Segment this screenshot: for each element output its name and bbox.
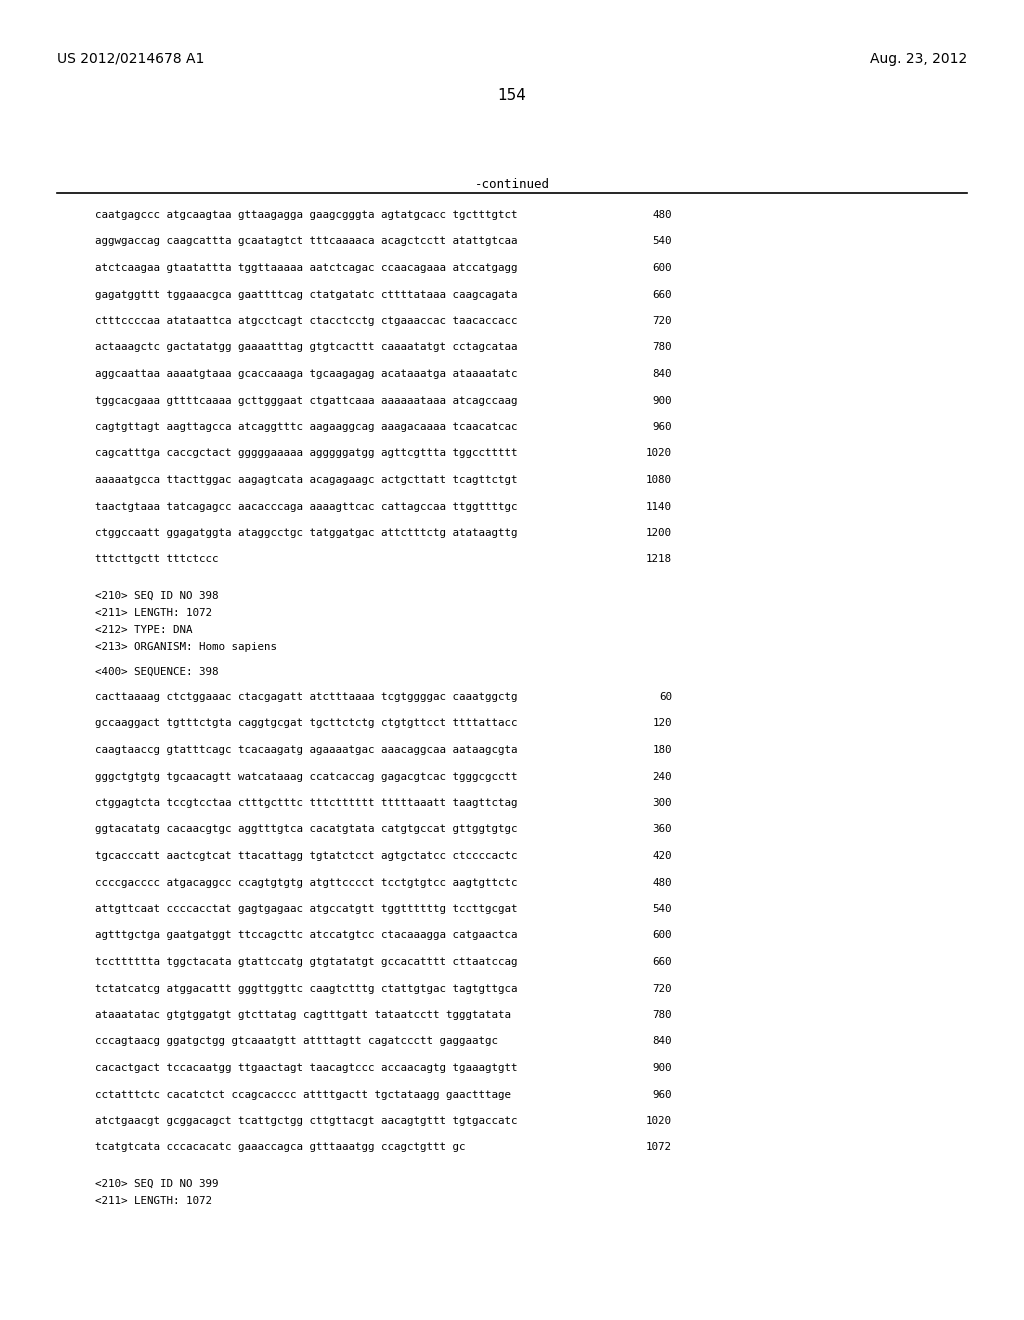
Text: 1200: 1200 xyxy=(646,528,672,539)
Text: Aug. 23, 2012: Aug. 23, 2012 xyxy=(869,51,967,66)
Text: 780: 780 xyxy=(652,1010,672,1020)
Text: 840: 840 xyxy=(652,370,672,379)
Text: cccagtaacg ggatgctgg gtcaaatgtt attttagtt cagatccctt gaggaatgc: cccagtaacg ggatgctgg gtcaaatgtt attttagt… xyxy=(95,1036,498,1047)
Text: gagatggttt tggaaacgca gaattttcag ctatgatatc cttttataaа caagcagata: gagatggttt tggaaacgca gaattttcag ctatgat… xyxy=(95,289,517,300)
Text: 900: 900 xyxy=(652,1063,672,1073)
Text: taactgtaaa tatcagagcc aacacccaga aaaagttcac cattagccaa ttggttttgc: taactgtaaa tatcagagcc aacacccaga aaaagtt… xyxy=(95,502,517,511)
Text: cagtgttagt aagttagcca atcaggtttc aagaaggcag aaagacaaaa tcaacatcac: cagtgttagt aagttagcca atcaggtttc aagaagg… xyxy=(95,422,517,432)
Text: caatgagccc atgcaagtaa gttaagagga gaagcgggta agtatgcacc tgctttgtct: caatgagccc atgcaagtaa gttaagagga gaagcgg… xyxy=(95,210,517,220)
Text: 540: 540 xyxy=(652,904,672,913)
Text: 660: 660 xyxy=(652,957,672,968)
Text: <211> LENGTH: 1072: <211> LENGTH: 1072 xyxy=(95,1196,212,1206)
Text: caagtaaccg gtatttcagc tcacaagatg agaaaatgac aaacaggcaa aataagcgta: caagtaaccg gtatttcagc tcacaagatg agaaaat… xyxy=(95,744,517,755)
Text: 420: 420 xyxy=(652,851,672,861)
Text: <213> ORGANISM: Homo sapiens: <213> ORGANISM: Homo sapiens xyxy=(95,642,278,652)
Text: cacttaaaag ctctggaaac ctacgagatt atctttaaaa tcgtggggac caaatggctg: cacttaaaag ctctggaaac ctacgagatt atcttta… xyxy=(95,692,517,702)
Text: aaaaatgcca ttacttggac aagagtcata acagagaagc actgcttatt tcagttctgt: aaaaatgcca ttacttggac aagagtcata acagaga… xyxy=(95,475,517,484)
Text: 180: 180 xyxy=(652,744,672,755)
Text: 900: 900 xyxy=(652,396,672,405)
Text: actaaagctc gactatatgg gaaaatttag gtgtcacttt caaaatatgt cctagcataa: actaaagctc gactatatgg gaaaatttag gtgtcac… xyxy=(95,342,517,352)
Text: cctatttctc cacatctct ccagcacccc attttgactt tgctataagg gaactttage: cctatttctc cacatctct ccagcacccc attttgac… xyxy=(95,1089,511,1100)
Text: 480: 480 xyxy=(652,878,672,887)
Text: 1020: 1020 xyxy=(646,1115,672,1126)
Text: tgcacccatt aactcgtcat ttacattagg tgtatctcct agtgctatcc ctccccactc: tgcacccatt aactcgtcat ttacattagg tgtatct… xyxy=(95,851,517,861)
Text: ggtacatatg cacaacgtgc aggtttgtca cacatgtata catgtgccat gttggtgtgc: ggtacatatg cacaacgtgc aggtttgtca cacatgt… xyxy=(95,825,517,834)
Text: attgttcaat ccccacctat gagtgagaac atgccatgtt tggttttttg tccttgcgat: attgttcaat ccccacctat gagtgagaac atgccat… xyxy=(95,904,517,913)
Text: 600: 600 xyxy=(652,263,672,273)
Text: 720: 720 xyxy=(652,315,672,326)
Text: 960: 960 xyxy=(652,1089,672,1100)
Text: 720: 720 xyxy=(652,983,672,994)
Text: tttcttgctt tttctccc: tttcttgctt tttctccc xyxy=(95,554,218,565)
Text: <400> SEQUENCE: 398: <400> SEQUENCE: 398 xyxy=(95,667,218,677)
Text: 840: 840 xyxy=(652,1036,672,1047)
Text: 660: 660 xyxy=(652,289,672,300)
Text: 480: 480 xyxy=(652,210,672,220)
Text: <210> SEQ ID NO 398: <210> SEQ ID NO 398 xyxy=(95,591,218,601)
Text: 960: 960 xyxy=(652,422,672,432)
Text: 1072: 1072 xyxy=(646,1143,672,1152)
Text: atctgaacgt gcggacagct tcattgctgg cttgttacgt aacagtgttt tgtgaccatc: atctgaacgt gcggacagct tcattgctgg cttgtta… xyxy=(95,1115,517,1126)
Text: ctttccccaa atataattca atgcctcagt ctacctcctg ctgaaaccac taacaccacc: ctttccccaa atataattca atgcctcagt ctacctc… xyxy=(95,315,517,326)
Text: 780: 780 xyxy=(652,342,672,352)
Text: -continued: -continued xyxy=(474,178,550,191)
Text: 1140: 1140 xyxy=(646,502,672,511)
Text: tcatgtcata cccacacatc gaaaccagca gtttaaatgg ccagctgttt gc: tcatgtcata cccacacatc gaaaccagca gtttaaa… xyxy=(95,1143,466,1152)
Text: gggctgtgtg tgcaacagtt watcataaag ccatcaccag gagacgtcac tgggcgcctt: gggctgtgtg tgcaacagtt watcataaag ccatcac… xyxy=(95,771,517,781)
Text: atctcaagaa gtaatattta tggttaaaaa aatctcagac ccaacagaaa atccatgagg: atctcaagaa gtaatattta tggttaaaaa aatctca… xyxy=(95,263,517,273)
Text: gccaaggact tgtttctgta caggtgcgat tgcttctctg ctgtgttcct ttttattacc: gccaaggact tgtttctgta caggtgcgat tgcttct… xyxy=(95,718,517,729)
Text: cagcatttga caccgctact gggggaaaaa agggggatgg agttcgttta tggccttttt: cagcatttga caccgctact gggggaaaaa aggggga… xyxy=(95,449,517,458)
Text: 540: 540 xyxy=(652,236,672,247)
Text: 240: 240 xyxy=(652,771,672,781)
Text: tggcacgaaa gttttcaaaa gcttgggaat ctgattcaaa aaaaaataaa atcagccaag: tggcacgaaa gttttcaaaa gcttgggaat ctgattc… xyxy=(95,396,517,405)
Text: ctggccaatt ggagatggta ataggcctgc tatggatgac attctttctg atataagttg: ctggccaatt ggagatggta ataggcctgc tatggat… xyxy=(95,528,517,539)
Text: cacactgact tccacaatgg ttgaactagt taacagtccc accaacagtg tgaaagtgtt: cacactgact tccacaatgg ttgaactagt taacagt… xyxy=(95,1063,517,1073)
Text: agtttgctga gaatgatggt ttccagcttc atccatgtcc ctacaaagga catgaactca: agtttgctga gaatgatggt ttccagcttc atccatg… xyxy=(95,931,517,940)
Text: tcctttttta tggctacata gtattccatg gtgtatatgt gccacatttt cttaatccag: tcctttttta tggctacata gtattccatg gtgtata… xyxy=(95,957,517,968)
Text: 300: 300 xyxy=(652,799,672,808)
Text: ataaatatac gtgtggatgt gtcttatag cagtttgatt tataatcctt tgggtatata: ataaatatac gtgtggatgt gtcttatag cagtttga… xyxy=(95,1010,511,1020)
Text: 120: 120 xyxy=(652,718,672,729)
Text: <211> LENGTH: 1072: <211> LENGTH: 1072 xyxy=(95,609,212,618)
Text: 1218: 1218 xyxy=(646,554,672,565)
Text: tctatcatcg atggacattt gggttggttc caagtctttg ctattgtgac tagtgttgca: tctatcatcg atggacattt gggttggttc caagtct… xyxy=(95,983,517,994)
Text: US 2012/0214678 A1: US 2012/0214678 A1 xyxy=(57,51,205,66)
Text: 360: 360 xyxy=(652,825,672,834)
Text: ctggagtcta tccgtcctaa ctttgctttc tttctttttt tttttaaatt taagttctag: ctggagtcta tccgtcctaa ctttgctttc tttcttt… xyxy=(95,799,517,808)
Text: 600: 600 xyxy=(652,931,672,940)
Text: aggwgaccag caagcattta gcaatagtct tttcaaaaca acagctcctt atattgtcaa: aggwgaccag caagcattta gcaatagtct tttcaaa… xyxy=(95,236,517,247)
Text: <210> SEQ ID NO 399: <210> SEQ ID NO 399 xyxy=(95,1179,218,1189)
Text: aggcaattaa aaaatgtaaa gcaccaaaga tgcaagagag acataaatga ataaaatatc: aggcaattaa aaaatgtaaa gcaccaaaga tgcaaga… xyxy=(95,370,517,379)
Text: 60: 60 xyxy=(659,692,672,702)
Text: 1020: 1020 xyxy=(646,449,672,458)
Text: 154: 154 xyxy=(498,88,526,103)
Text: 1080: 1080 xyxy=(646,475,672,484)
Text: <212> TYPE: DNA: <212> TYPE: DNA xyxy=(95,624,193,635)
Text: ccccgacccc atgacaggcc ccagtgtgtg atgttcccct tcctgtgtcc aagtgttctc: ccccgacccc atgacaggcc ccagtgtgtg atgttcc… xyxy=(95,878,517,887)
